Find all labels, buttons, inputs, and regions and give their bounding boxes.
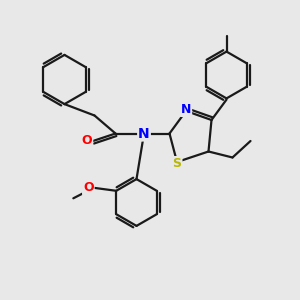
Text: N: N (181, 103, 191, 116)
Text: S: S (172, 157, 182, 170)
Text: N: N (138, 127, 150, 140)
Text: O: O (83, 181, 94, 194)
Text: O: O (82, 134, 92, 148)
